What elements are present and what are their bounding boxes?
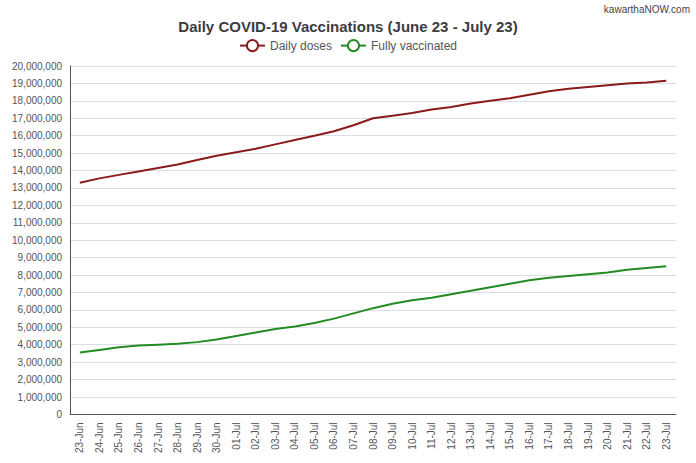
svg-text:24-Jun: 24-Jun: [94, 422, 105, 453]
svg-text:16,000,000: 16,000,000: [12, 130, 62, 141]
svg-text:07-Jul: 07-Jul: [348, 422, 359, 449]
svg-text:1,000,000: 1,000,000: [18, 392, 63, 403]
svg-text:11,000,000: 11,000,000: [13, 217, 63, 228]
svg-text:23-Jun: 23-Jun: [74, 422, 85, 453]
svg-text:03-Jul: 03-Jul: [270, 422, 281, 449]
svg-text:16-Jul: 16-Jul: [524, 422, 535, 449]
svg-text:05-Jul: 05-Jul: [309, 422, 320, 449]
svg-text:17,000,000: 17,000,000: [12, 113, 62, 124]
svg-text:0: 0: [56, 409, 62, 420]
svg-text:18-Jul: 18-Jul: [563, 422, 574, 449]
svg-text:26-Jun: 26-Jun: [133, 422, 144, 453]
svg-text:12-Jul: 12-Jul: [446, 422, 457, 449]
svg-text:28-Jun: 28-Jun: [172, 422, 183, 453]
svg-text:13-Jul: 13-Jul: [465, 422, 476, 449]
svg-text:08-Jul: 08-Jul: [368, 422, 379, 449]
svg-text:13,000,000: 13,000,000: [12, 182, 62, 193]
svg-text:2,000,000: 2,000,000: [18, 374, 63, 385]
svg-text:kawarthaNOW.com: kawarthaNOW.com: [604, 4, 690, 15]
svg-text:02-Jul: 02-Jul: [250, 422, 261, 449]
svg-text:12,000,000: 12,000,000: [12, 200, 62, 211]
svg-text:17-Jul: 17-Jul: [543, 422, 554, 449]
svg-text:Fully vaccinated: Fully vaccinated: [371, 39, 457, 53]
svg-text:9,000,000: 9,000,000: [18, 252, 63, 263]
svg-text:04-Jul: 04-Jul: [289, 422, 300, 449]
svg-text:09-Jul: 09-Jul: [387, 422, 398, 449]
svg-text:11-Jul: 11-Jul: [426, 422, 437, 449]
svg-text:19,000,000: 19,000,000: [12, 78, 62, 89]
svg-text:20-Jul: 20-Jul: [602, 422, 613, 449]
svg-text:18,000,000: 18,000,000: [12, 95, 62, 106]
svg-text:Daily doses: Daily doses: [270, 39, 332, 53]
svg-text:10-Jul: 10-Jul: [407, 422, 418, 449]
svg-text:23-Jul: 23-Jul: [661, 422, 672, 449]
svg-text:29-Jun: 29-Jun: [192, 422, 203, 453]
svg-text:06-Jul: 06-Jul: [328, 422, 339, 449]
svg-text:22-Jul: 22-Jul: [641, 422, 652, 449]
svg-text:4,000,000: 4,000,000: [18, 339, 63, 350]
svg-text:3,000,000: 3,000,000: [18, 357, 63, 368]
svg-text:27-Jun: 27-Jun: [153, 422, 164, 453]
svg-text:01-Jul: 01-Jul: [231, 422, 242, 449]
svg-text:25-Jun: 25-Jun: [113, 422, 124, 453]
svg-text:15-Jul: 15-Jul: [504, 422, 515, 449]
svg-text:10,000,000: 10,000,000: [12, 235, 62, 246]
svg-text:6,000,000: 6,000,000: [18, 304, 63, 315]
svg-text:8,000,000: 8,000,000: [18, 270, 63, 281]
svg-text:30-Jun: 30-Jun: [211, 422, 222, 453]
svg-text:21-Jul: 21-Jul: [622, 422, 633, 449]
svg-text:7,000,000: 7,000,000: [18, 287, 63, 298]
svg-text:14,000,000: 14,000,000: [12, 165, 62, 176]
svg-text:Daily COVID-19 Vaccinations (J: Daily COVID-19 Vaccinations (June 23 - J…: [178, 18, 517, 35]
svg-text:5,000,000: 5,000,000: [18, 322, 63, 333]
svg-text:20,000,000: 20,000,000: [12, 61, 62, 72]
svg-text:14-Jul: 14-Jul: [485, 422, 496, 449]
svg-text:19-Jul: 19-Jul: [583, 422, 594, 449]
svg-text:15,000,000: 15,000,000: [12, 148, 62, 159]
